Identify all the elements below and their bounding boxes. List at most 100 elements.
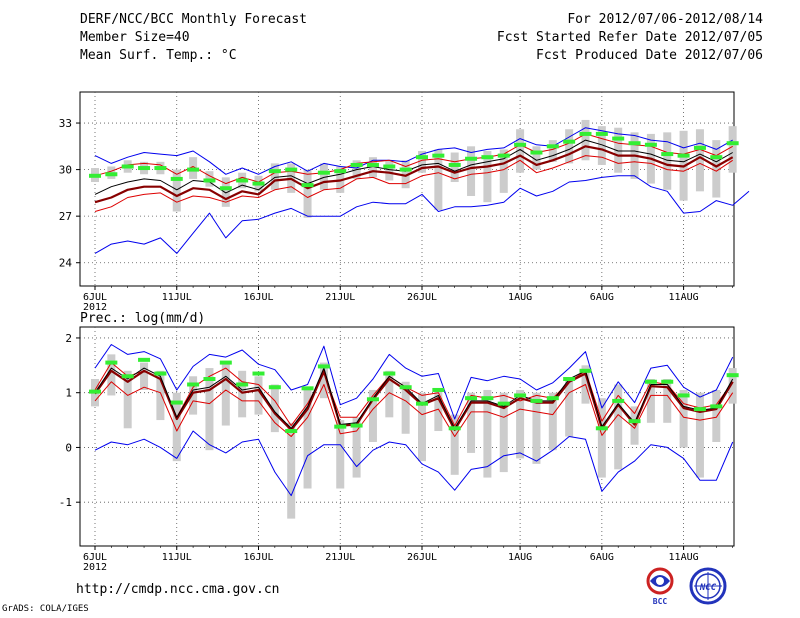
- ensemble-mean-bar: [677, 393, 690, 398]
- series-line-min: [94, 430, 734, 497]
- ensemble-mean-bar: [89, 389, 101, 394]
- ensemble-mean-bar: [710, 404, 723, 409]
- ensemble-mean-bar: [285, 429, 298, 434]
- ensemble-spread-box: [728, 368, 737, 404]
- y-tick-label: 0: [65, 441, 72, 454]
- ensemble-spread-box: [270, 163, 279, 190]
- ensemble-mean-bar: [465, 396, 478, 401]
- ensemble-spread-box: [418, 392, 426, 462]
- x-tick-label: 16JUL: [243, 552, 273, 563]
- ensemble-mean-bar: [481, 396, 494, 401]
- ensemble-spread-box: [401, 381, 410, 434]
- x-tick-label: 11JUL: [162, 552, 192, 563]
- series-line-median: [94, 369, 734, 431]
- x-tick-label: 1AUG: [508, 552, 532, 563]
- x-tick-label: 21JUL: [325, 292, 355, 303]
- source-url[interactable]: http://cmdp.ncc.cma.gov.cn: [76, 582, 280, 597]
- ensemble-mean-bar: [595, 131, 608, 136]
- ensemble-spread-box: [712, 389, 721, 442]
- ensemble-spread-box: [483, 150, 492, 203]
- ensemble-spread-box: [548, 392, 557, 451]
- ensemble-mean-bar: [710, 155, 723, 160]
- ensemble-mean-bar: [301, 183, 314, 188]
- variable-label: Mean Surf. Temp.: °C: [80, 48, 237, 63]
- ensemble-spread-box: [189, 376, 198, 415]
- y-tick-label: -1: [59, 496, 72, 509]
- chart-1: 24 27 30 33 6JUL 11JUL 16JUL 21JUL 26JUL 1AUG 6AUG…: [59, 91, 750, 313]
- chart-frame: [79, 326, 735, 547]
- ensemble-spread-box: [499, 392, 508, 473]
- ensemble-spread-box: [123, 370, 132, 429]
- ensemble-mean-bar: [268, 169, 281, 174]
- ensemble-spread-box: [336, 420, 345, 489]
- ensemble-spread-box: [565, 129, 574, 164]
- ensemble-mean-bar: [497, 153, 510, 158]
- ensemble-mean-bar: [170, 176, 183, 181]
- ensemble-mean-bar: [448, 426, 461, 431]
- ensemble-mean-bar: [628, 141, 641, 146]
- series-line-lower: [94, 155, 733, 212]
- series-line-lower: [94, 381, 734, 437]
- ensemble-mean-bar: [121, 164, 134, 169]
- ensemble-spread-box: [712, 140, 721, 198]
- ensemble-mean-bar: [530, 150, 543, 155]
- ensemble-mean-bar: [612, 398, 625, 403]
- y-tick-label: 2: [65, 332, 72, 345]
- ensemble-mean-bar: [661, 379, 674, 384]
- ensemble-spread-box: [483, 389, 492, 478]
- ensemble-spread-box: [156, 370, 165, 421]
- ensemble-spread-box: [385, 160, 394, 181]
- bcc-logo-text: BCC: [653, 597, 668, 606]
- ensemble-mean-bar: [317, 364, 330, 369]
- x-tick-label: 21JUL: [325, 552, 355, 563]
- ensemble-mean-bar: [432, 387, 445, 392]
- ensemble-mean-bar: [579, 131, 592, 136]
- ensemble-spread-box: [434, 149, 443, 210]
- ensemble-spread-box: [499, 149, 508, 193]
- ensemble-mean-bar: [219, 186, 232, 191]
- forecast-start-date: Fcst Started Refer Date 2012/07/05: [496, 30, 763, 45]
- forecast-produced-date: Fcst Produced Date 2012/07/06: [536, 48, 763, 63]
- ensemble-mean-bar: [203, 178, 216, 183]
- ensemble-spread-box: [450, 414, 459, 475]
- ensemble-spread-box: [532, 146, 541, 170]
- chart-frame: [79, 91, 735, 287]
- ensemble-spread-box: [270, 384, 279, 433]
- ensemble-mean-bar: [285, 167, 298, 172]
- ensemble-mean-bar: [138, 357, 151, 362]
- x-tick-label: 1AUG: [508, 292, 532, 303]
- ensemble-mean-bar: [595, 426, 608, 431]
- member-size-label: Member Size=40: [80, 30, 190, 45]
- ensemble-mean-bar: [350, 162, 363, 167]
- chart-2-ylabel: Prec.: log(mm/d): [80, 311, 205, 326]
- ensemble-mean-bar: [236, 178, 249, 183]
- ensemble-mean-bar: [628, 419, 641, 424]
- series-line-min: [94, 175, 750, 254]
- ensemble-mean-bar: [317, 170, 330, 175]
- ensemble-spread-box: [385, 370, 394, 418]
- ensemble-spread-box: [663, 379, 672, 423]
- ensemble-mean-bar: [530, 398, 543, 403]
- ensemble-mean-bar: [497, 401, 510, 406]
- ensemble-mean-bar: [252, 371, 265, 376]
- ensemble-mean-bar: [236, 382, 249, 387]
- ensemble-spread-box: [140, 362, 149, 390]
- series-line-mean: [94, 367, 734, 429]
- ensemble-mean-bar: [546, 396, 559, 401]
- ensemble-mean-bar: [448, 162, 461, 167]
- ensemble-spread-box: [565, 379, 574, 437]
- ncc-logo: NCC: [689, 567, 727, 605]
- ensemble-spread-box: [548, 140, 557, 162]
- ensemble-spread-box: [352, 417, 361, 478]
- ensemble-mean-bar: [154, 166, 167, 171]
- ensemble-mean-bar: [546, 144, 559, 149]
- ensemble-mean-bar: [219, 360, 232, 365]
- x-tick-label: 6AUG: [590, 292, 614, 303]
- ensemble-mean-bar: [334, 169, 347, 174]
- ensemble-spread-box: [695, 129, 704, 192]
- y-tick-label: 30: [59, 164, 72, 177]
- x-tick-label: 11AUG: [669, 552, 699, 563]
- ensemble-spread-box: [516, 389, 525, 459]
- series-line-max: [94, 127, 733, 175]
- ensemble-mean-bar: [334, 424, 347, 429]
